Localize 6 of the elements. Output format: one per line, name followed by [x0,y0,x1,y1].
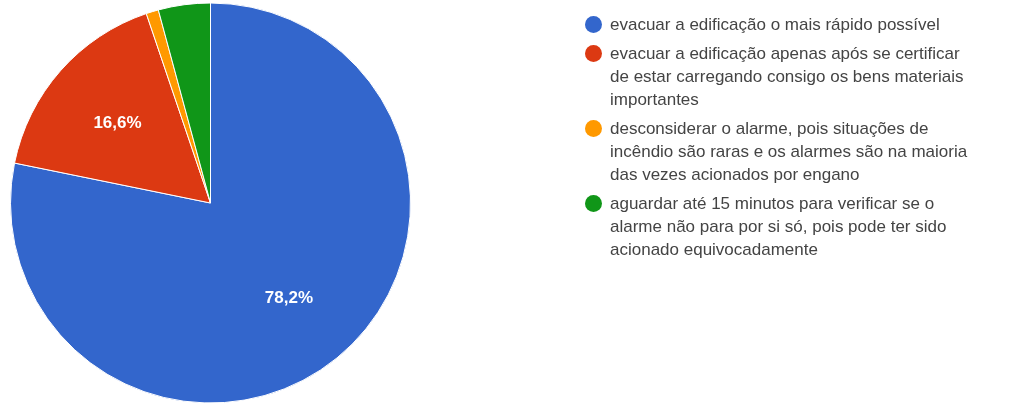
legend-label: desconsiderar o alarme, pois situações de incêndio são raras e os alarmes são na maioria das vezes acionados por engano [610,118,969,186]
legend-label: evacuar a edificação apenas após se certificar de estar carregando consigo os bens materiais importantes [610,43,965,111]
data-label: 16,6% [93,112,142,132]
data-label: 78,2% [264,287,314,307]
legend-label: evacuar a edificação o mais rápido possível [610,14,940,36]
legend-label: aguardar até 15 minutos para verificar se o alarme não para por si só, pois pode ter sido acionado equivocadamente [610,193,948,261]
